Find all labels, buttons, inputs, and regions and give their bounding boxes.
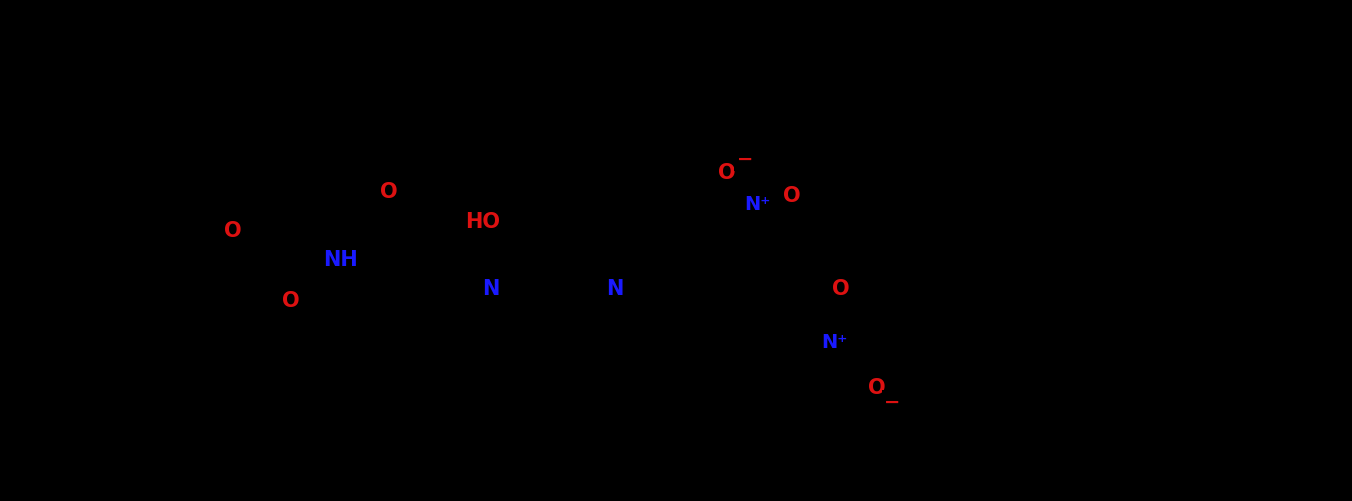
Text: O: O	[380, 182, 397, 202]
Text: O: O	[783, 186, 800, 206]
Text: N: N	[481, 279, 499, 299]
Text: O: O	[224, 221, 242, 241]
Text: N⁺: N⁺	[745, 195, 771, 214]
Text: N⁺: N⁺	[821, 333, 848, 352]
Text: HO: HO	[465, 212, 500, 232]
Text: NH: NH	[323, 250, 358, 270]
Text: −: −	[737, 150, 753, 169]
Text: O: O	[718, 163, 735, 183]
Text: O: O	[868, 378, 886, 398]
Text: −: −	[884, 393, 900, 412]
Text: N: N	[606, 279, 623, 299]
Text: O: O	[283, 291, 300, 311]
Text: O: O	[831, 279, 849, 299]
